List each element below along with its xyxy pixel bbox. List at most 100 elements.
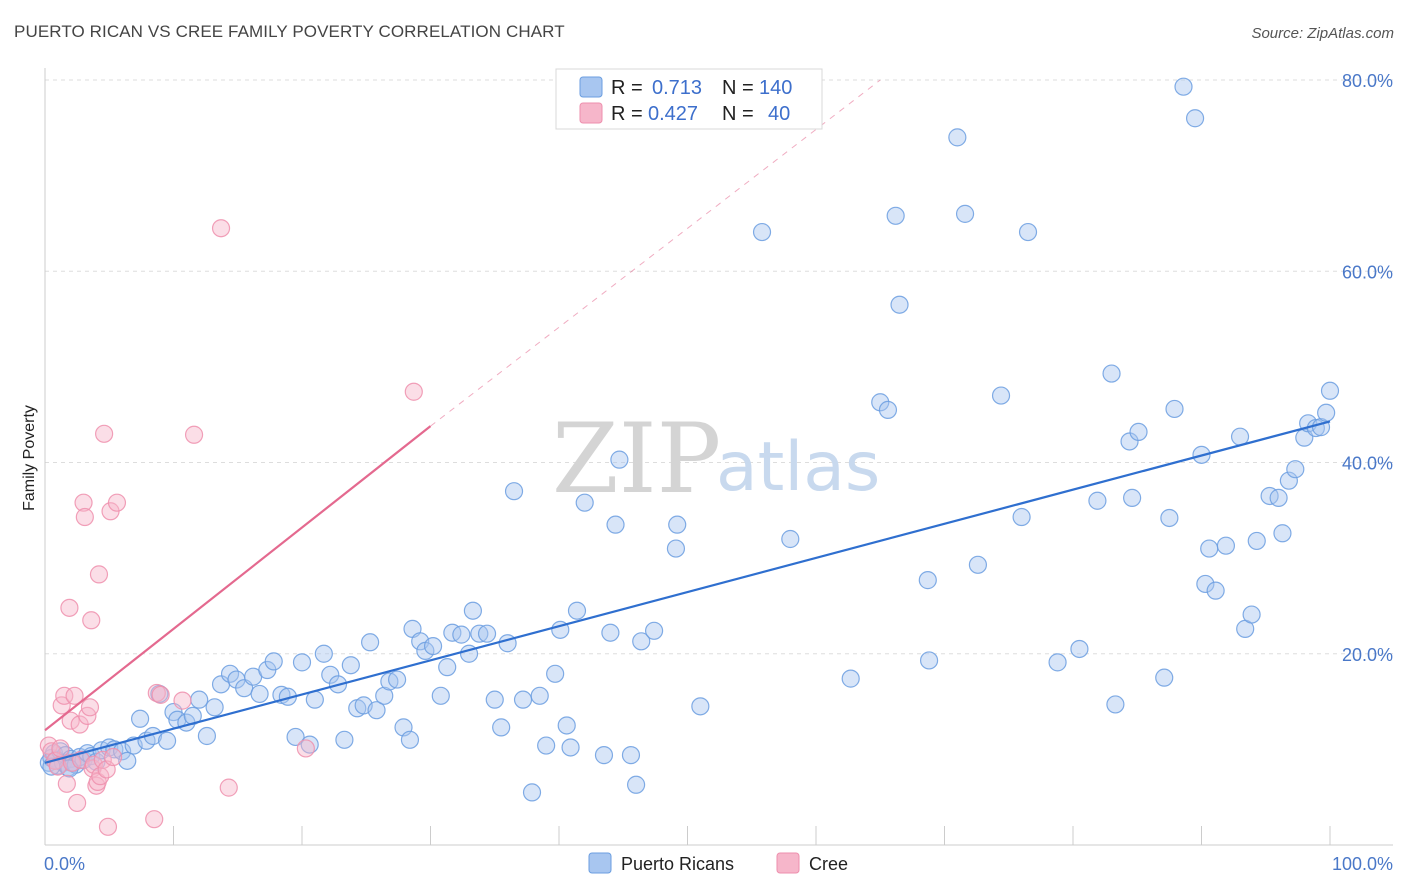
cree-point-36 xyxy=(173,691,192,710)
cree-point-19 xyxy=(82,611,101,630)
cree-point-8 xyxy=(60,598,79,617)
trend-line-0 xyxy=(44,420,1331,764)
puerto-rican-point-23 xyxy=(130,709,150,728)
puerto-rican-point-106 xyxy=(890,295,909,314)
puerto-rican-point-136 xyxy=(1247,531,1266,551)
puerto-rican-point-69 xyxy=(443,623,462,642)
puerto-rican-point-131 xyxy=(1206,581,1225,600)
puerto-rican-point-42 xyxy=(264,652,283,671)
puerto-rican-point-117 xyxy=(1088,491,1107,510)
legend-r-value-1: 0.427 xyxy=(648,103,698,125)
puerto-rican-point-115 xyxy=(1048,653,1067,672)
puerto-rican-point-119 xyxy=(1106,695,1125,714)
puerto-rican-point-139 xyxy=(1273,524,1292,543)
puerto-rican-point-68 xyxy=(438,658,457,677)
cree-point-15 xyxy=(74,493,93,512)
cree-point-11 xyxy=(65,686,84,705)
puerto-rican-point-122 xyxy=(1129,422,1148,441)
legend-n-value-0: 140 xyxy=(759,77,792,99)
puerto-rican-point-74 xyxy=(477,624,497,643)
cree-point-24 xyxy=(89,565,109,584)
cree-point-3 xyxy=(48,757,67,776)
cree-point-18 xyxy=(80,698,100,717)
tick-labels: 20.0% 40.0% 60.0% 80.0% 0.0% 100.0% xyxy=(44,71,1393,874)
cree-point-9 xyxy=(61,711,80,730)
puerto-rican-point-34 xyxy=(205,698,224,717)
puerto-rican-point-56 xyxy=(361,633,380,652)
puerto-rican-point-113 xyxy=(1012,507,1031,527)
x-tick-label-0: 0.0% xyxy=(44,854,85,874)
y-tick-label-0: 20.0% xyxy=(1342,645,1393,665)
puerto-rican-point-58 xyxy=(375,686,394,705)
cree-point-38 xyxy=(211,219,231,238)
puerto-rican-point-70 xyxy=(452,625,471,644)
cree-point-39 xyxy=(219,778,238,797)
puerto-rican-point-93 xyxy=(621,746,641,765)
legend-r-value-0: 0.713 xyxy=(652,77,702,99)
legend-swatch-cree xyxy=(579,102,603,124)
puerto-rican-point-101 xyxy=(781,529,800,549)
legend-n-label-1: N = xyxy=(722,103,754,125)
puerto-rican-point-21 xyxy=(118,751,137,770)
puerto-rican-point-118 xyxy=(1102,364,1121,383)
puerto-rican-point-107 xyxy=(918,571,937,590)
puerto-rican-point-99 xyxy=(691,697,710,716)
puerto-rican-point-73 xyxy=(470,624,489,643)
puerto-rican-point-105 xyxy=(886,206,905,225)
puerto-rican-point-88 xyxy=(575,493,594,512)
puerto-rican-point-137 xyxy=(1260,486,1279,506)
axes xyxy=(44,68,1393,846)
puerto-rican-point-67 xyxy=(431,686,450,705)
puerto-rican-point-102 xyxy=(841,669,860,688)
y-tick-label-1: 40.0% xyxy=(1342,454,1393,474)
cree-point-29 xyxy=(98,817,118,836)
legend-n-label-0: N = xyxy=(722,77,754,99)
puerto-rican-point-80 xyxy=(522,783,542,802)
cree-point-31 xyxy=(104,747,123,767)
puerto-rican-point-108 xyxy=(919,651,939,670)
puerto-rican-point-81 xyxy=(530,686,549,705)
cree-point-37 xyxy=(184,425,204,444)
puerto-rican-point-27 xyxy=(157,731,177,750)
cree-point-7 xyxy=(57,774,76,793)
watermark: ZIP atlas xyxy=(552,403,880,515)
puerto-rican-point-141 xyxy=(1286,460,1305,479)
puerto-rican-point-132 xyxy=(1216,536,1236,555)
puerto-rican-point-98 xyxy=(668,515,687,534)
puerto-rican-point-75 xyxy=(485,690,504,709)
legend-swatch-puerto-ricans xyxy=(579,76,603,98)
puerto-rican-point-110 xyxy=(955,204,975,223)
puerto-rican-point-116 xyxy=(1070,639,1089,659)
legend: R = 0.713 N = 140 R = 0.427 N = 40 xyxy=(555,68,823,130)
puerto-rican-point-100 xyxy=(752,222,772,242)
puerto-rican-point-62 xyxy=(400,730,420,749)
puerto-rican-point-46 xyxy=(292,653,312,672)
puerto-rican-point-147 xyxy=(1320,381,1340,400)
puerto-rican-point-135 xyxy=(1242,605,1261,624)
puerto-rican-point-121 xyxy=(1123,488,1142,507)
puerto-rican-point-76 xyxy=(492,718,511,737)
x-tick-label-1: 100.0% xyxy=(1332,854,1393,874)
puerto-rican-point-125 xyxy=(1165,399,1184,419)
puerto-rican-point-78 xyxy=(504,482,524,501)
puerto-rican-point-91 xyxy=(606,515,625,534)
puerto-rican-point-129 xyxy=(1196,574,1215,594)
puerto-rican-point-33 xyxy=(197,726,217,746)
puerto-rican-point-49 xyxy=(314,644,333,663)
y-axis-label: Family Poverty xyxy=(21,405,38,511)
puerto-rican-point-130 xyxy=(1200,539,1219,558)
puerto-rican-point-72 xyxy=(463,601,483,620)
legend-r-label-0: R = xyxy=(611,77,643,99)
puerto-rican-point-90 xyxy=(601,623,620,642)
puerto-rican-point-126 xyxy=(1174,77,1193,96)
cree-point-40 xyxy=(296,739,315,758)
puerto-rican-point-124 xyxy=(1160,508,1179,528)
bottom-legend-swatch-cree xyxy=(776,852,800,874)
trend-lines xyxy=(430,79,881,427)
puerto-rican-point-60 xyxy=(387,670,407,689)
legend-n-value-1: 40 xyxy=(768,103,790,125)
y-tick-label-3: 80.0% xyxy=(1342,71,1393,91)
puerto-rican-point-114 xyxy=(1018,222,1038,242)
puerto-rican-point-82 xyxy=(537,736,556,755)
